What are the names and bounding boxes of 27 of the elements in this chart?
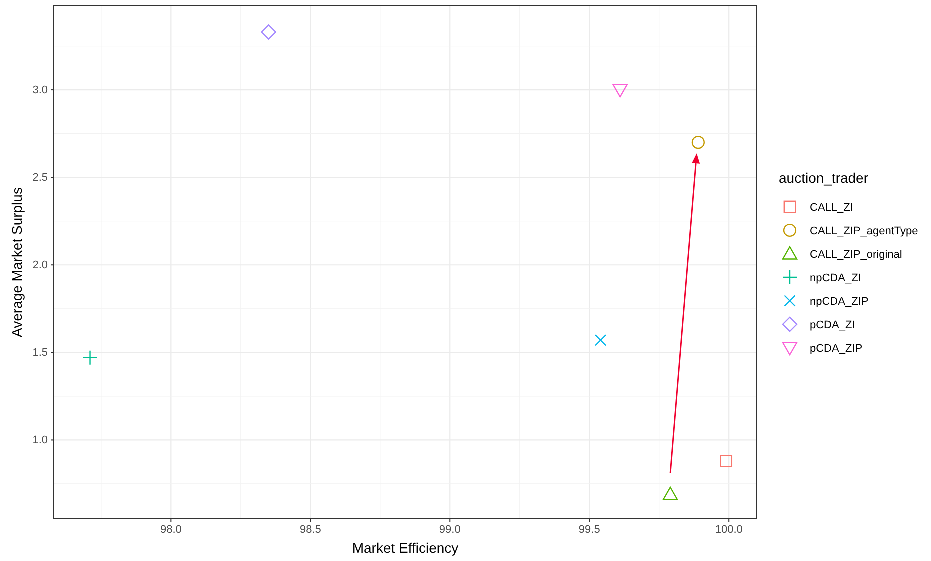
point: [82, 350, 98, 366]
legend-label: pCDA_ZI: [810, 320, 856, 332]
point: [612, 84, 628, 98]
legend-label: CALL_ZIP_original: [810, 249, 902, 261]
point: [662, 486, 678, 500]
y-tick-label: 1.0: [32, 434, 48, 447]
point: [261, 24, 276, 40]
legend-label: CALL_ZI: [810, 202, 854, 214]
point: [692, 136, 705, 150]
y-axis-title: Average Market Surplus: [9, 188, 25, 338]
point: [720, 455, 733, 468]
y-tick-label: 2.0: [32, 260, 48, 272]
x-tick-label: 100.0: [715, 524, 743, 536]
y-tick-label: 1.5: [32, 347, 48, 360]
point: [594, 334, 607, 346]
legend-label: CALL_ZIP_agentType: [810, 226, 918, 238]
legend-title: auction_trader: [779, 170, 869, 186]
legend-label: npCDA_ZIP: [810, 296, 869, 308]
x-tick-label: 98.0: [160, 524, 182, 536]
y-tick-label: 2.5: [32, 172, 48, 184]
y-tick-label: 3.0: [32, 84, 48, 97]
x-axis-title: Market Efficiency: [352, 540, 459, 556]
x-tick-label: 99.5: [578, 524, 600, 536]
x-tick-label: 98.5: [300, 524, 322, 536]
x-tick-label: 99.0: [439, 524, 461, 536]
legend-label: pCDA_ZIP: [810, 343, 863, 355]
legend-label: npCDA_ZI: [810, 272, 862, 284]
